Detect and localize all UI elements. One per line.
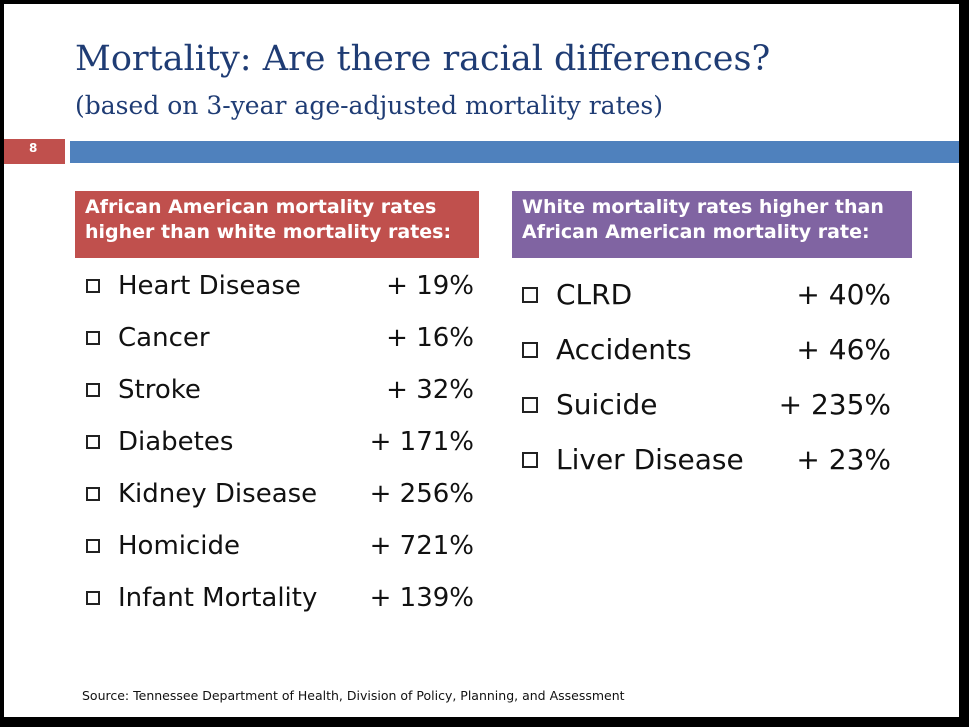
checkbox-bullet-icon — [522, 341, 538, 358]
list-item: Liver Disease + 23% — [516, 432, 891, 487]
checkbox-bullet-icon — [86, 591, 100, 605]
list-item: Accidents + 46% — [516, 322, 891, 377]
checkbox-bullet-icon — [86, 539, 100, 553]
right-header-line1: White mortality rates higher than — [522, 196, 884, 218]
item-value: + 16% — [386, 323, 474, 353]
item-label: Heart Disease — [118, 271, 301, 301]
left-list: Heart Disease + 19% Cancer + 16% Stroke … — [82, 260, 474, 624]
item-value: + 40% — [796, 278, 891, 311]
right-panel-header: White mortality rates higher than Africa… — [512, 191, 912, 258]
left-header-line2: higher than white mortality rates: — [85, 221, 452, 243]
item-value: + 19% — [386, 271, 474, 301]
slide-subtitle: (based on 3-year age-adjusted mortality … — [75, 91, 663, 120]
item-value: + 46% — [796, 333, 891, 366]
item-label: Diabetes — [118, 427, 234, 457]
item-label: Homicide — [118, 531, 241, 561]
list-item: Cancer + 16% — [82, 312, 474, 364]
list-item: Diabetes + 171% — [82, 416, 474, 468]
list-item: Kidney Disease + 256% — [82, 468, 474, 520]
item-label: Kidney Disease — [118, 479, 318, 509]
item-label: Liver Disease — [556, 443, 744, 476]
item-value: + 256% — [369, 479, 474, 509]
page-number: 8 — [29, 141, 38, 155]
checkbox-bullet-icon — [522, 451, 538, 468]
item-value: + 23% — [796, 443, 891, 476]
title-divider-bar — [70, 141, 959, 163]
right-list: CLRD + 40% Accidents + 46% Suicide + 235… — [516, 267, 891, 487]
item-label: Infant Mortality — [118, 583, 318, 613]
item-value: + 32% — [386, 375, 474, 405]
item-label: Suicide — [556, 388, 658, 421]
left-panel-header: African American mortality rates higher … — [75, 191, 479, 258]
source-footnote: Source: Tennessee Department of Health, … — [82, 688, 625, 703]
item-value: + 139% — [369, 583, 474, 613]
checkbox-bullet-icon — [522, 286, 538, 303]
item-label: Stroke — [118, 375, 201, 405]
list-item: Homicide + 721% — [82, 520, 474, 572]
checkbox-bullet-icon — [86, 279, 100, 293]
page-number-bar — [4, 139, 65, 164]
item-label: Accidents — [556, 333, 692, 366]
checkbox-bullet-icon — [86, 331, 100, 345]
list-item: Infant Mortality + 139% — [82, 572, 474, 624]
checkbox-bullet-icon — [522, 396, 538, 413]
slide-title: Mortality: Are there racial differences? — [75, 39, 771, 79]
left-header-line1: African American mortality rates — [85, 196, 437, 218]
item-label: Cancer — [118, 323, 210, 353]
slide: Mortality: Are there racial differences?… — [4, 4, 959, 717]
checkbox-bullet-icon — [86, 435, 100, 449]
item-value: + 721% — [369, 531, 474, 561]
item-label: CLRD — [556, 278, 633, 311]
list-item: Suicide + 235% — [516, 377, 891, 432]
list-item: Stroke + 32% — [82, 364, 474, 416]
checkbox-bullet-icon — [86, 383, 100, 397]
right-header-line2: African American mortality rate: — [522, 221, 870, 243]
item-value: + 171% — [369, 427, 474, 457]
list-item: CLRD + 40% — [516, 267, 891, 322]
list-item: Heart Disease + 19% — [82, 260, 474, 312]
item-value: + 235% — [778, 388, 891, 421]
checkbox-bullet-icon — [86, 487, 100, 501]
